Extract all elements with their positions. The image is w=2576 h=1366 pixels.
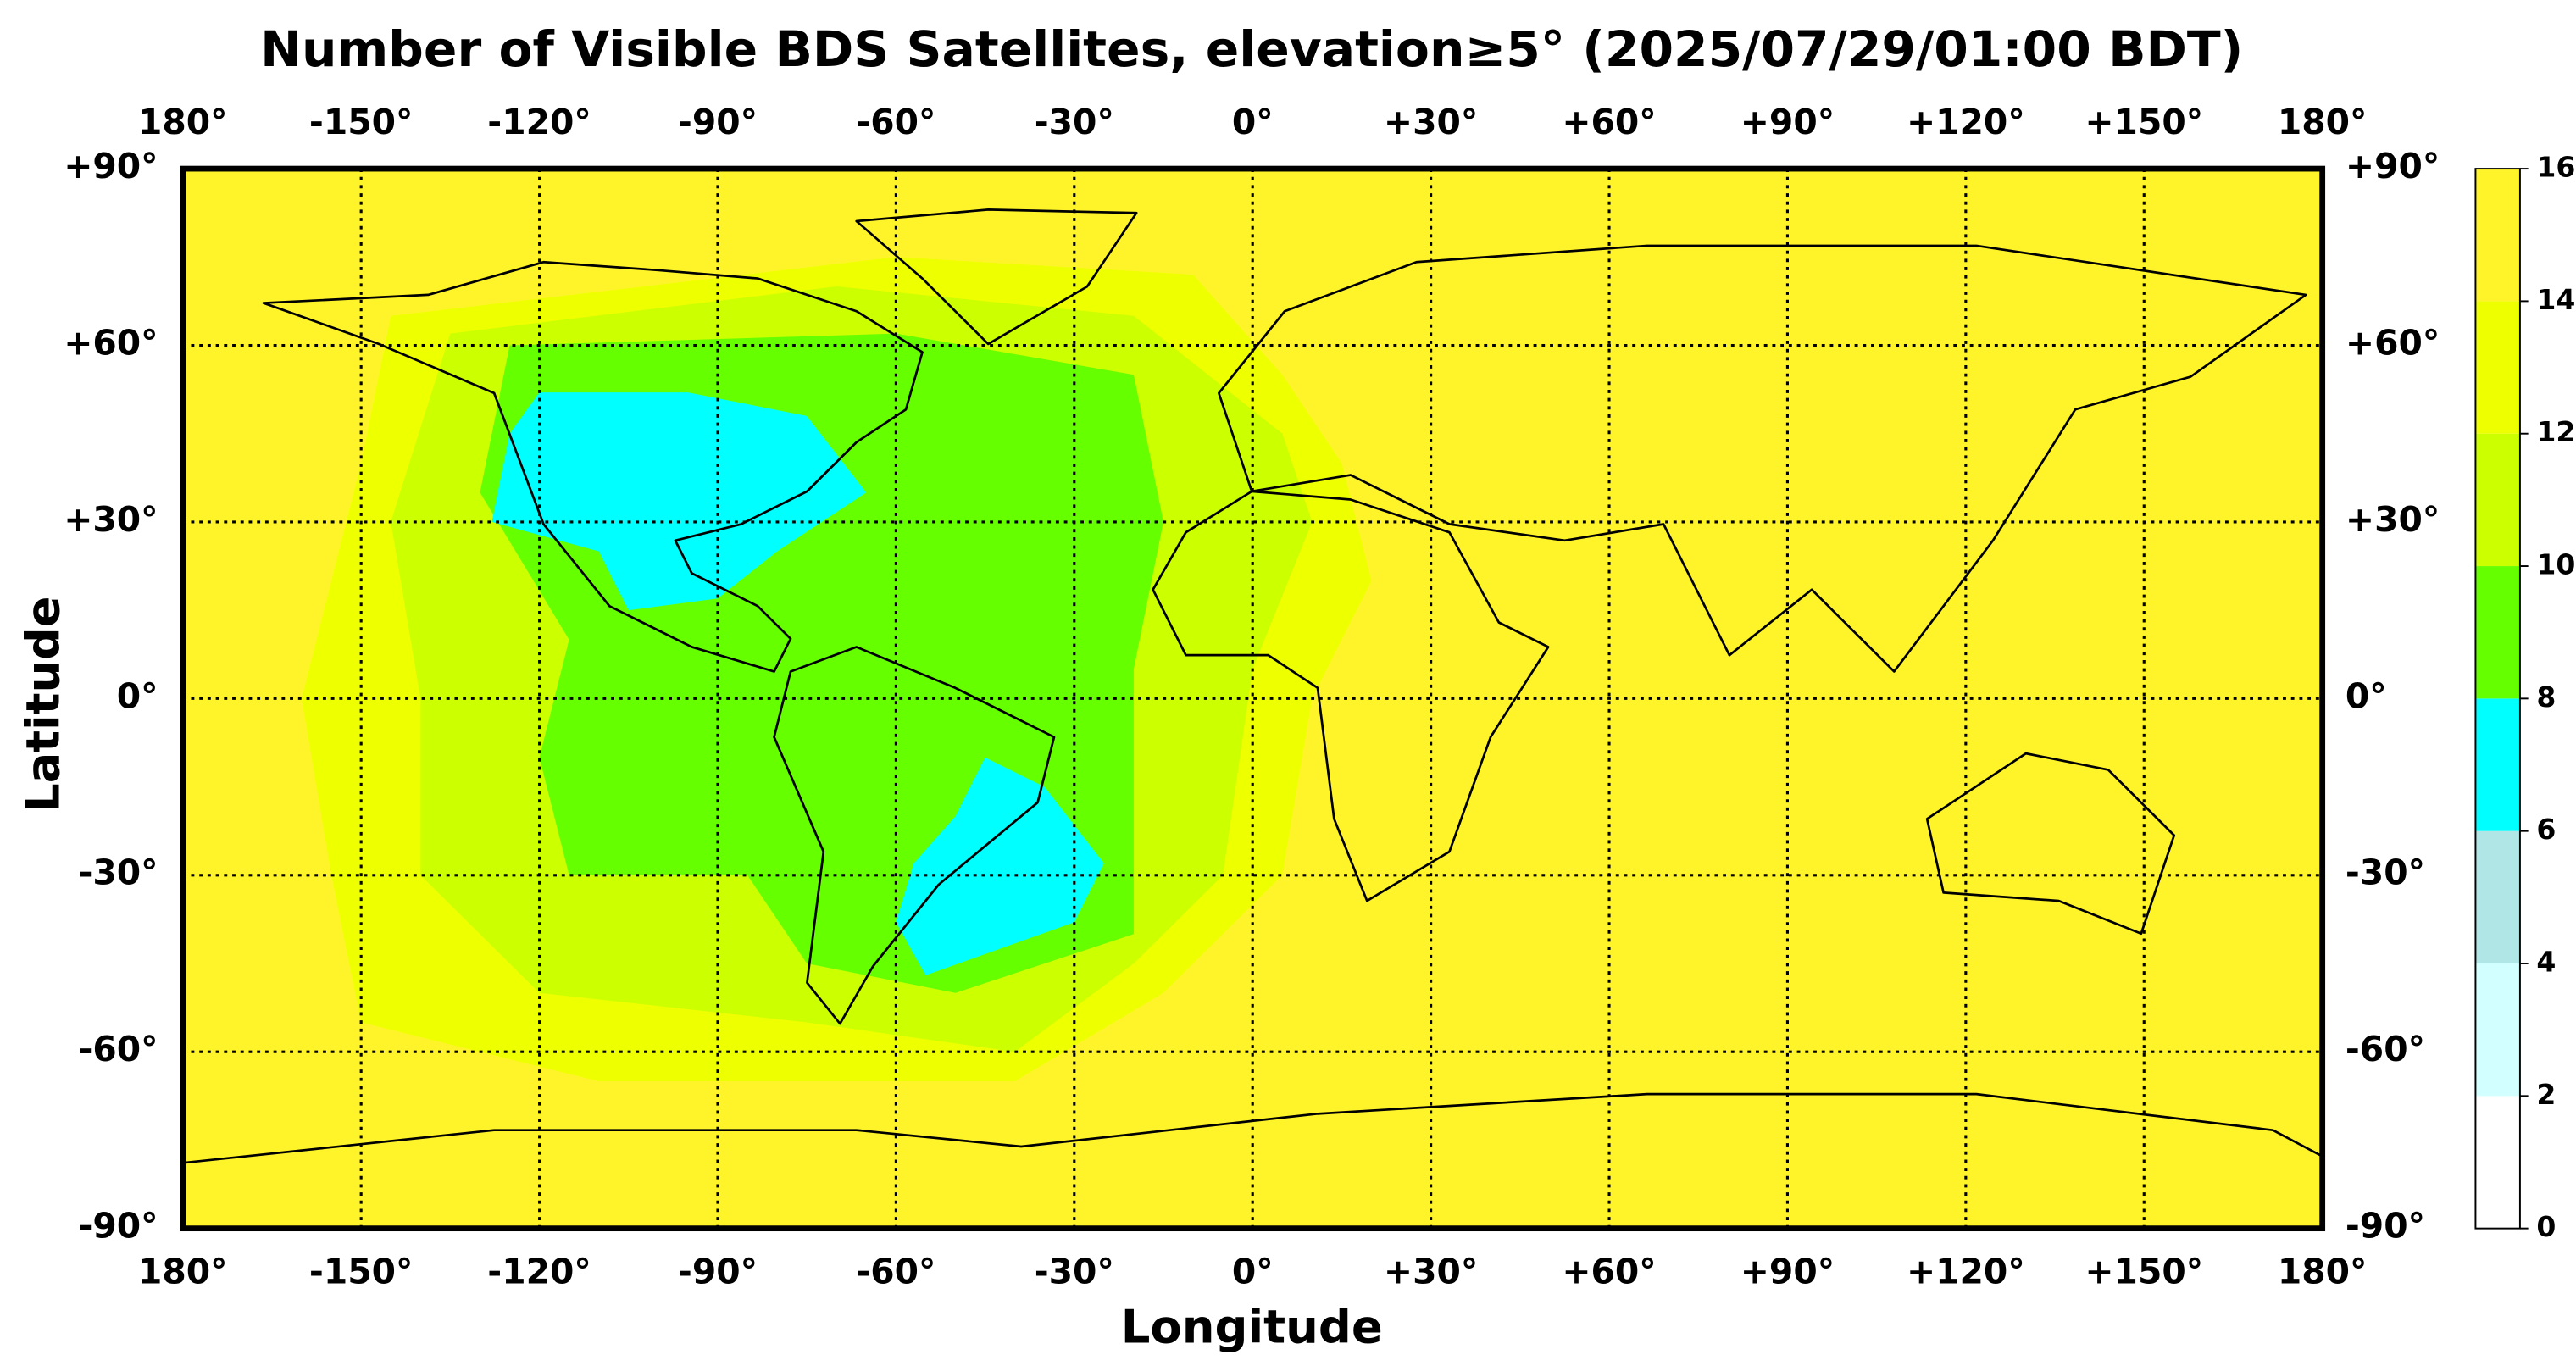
x-tick-label: 180° [2278,1252,2368,1292]
colorbar-tick-label: 12 [2536,415,2575,448]
x-tick-label: +90° [1740,1252,1835,1292]
x-tick-label: 180° [138,102,228,142]
y-tick-label: +30° [2346,499,2440,540]
coastline [1218,244,2307,673]
colorbar-tick-label: 8 [2536,680,2556,714]
x-tick-label: +90° [1740,102,1835,142]
x-tick-label: -150° [309,1252,414,1292]
colorbar-segment [2475,698,2520,831]
colorbar-tick-label: 10 [2536,548,2575,581]
y-tick-label: -30° [78,852,158,893]
x-tick-label: -90° [678,102,758,142]
y-tick-label: +90° [2346,146,2440,186]
y-tick-label: -60° [2346,1029,2425,1069]
colorbar-tick-label: 2 [2536,1078,2556,1111]
x-tick-label: +30° [1384,102,1478,142]
x-tick-label: +120° [1907,1252,2025,1292]
coastline [1152,490,1550,902]
y-tick-label: -60° [78,1029,158,1069]
x-tick-label: +60° [1562,102,1656,142]
colorbar-tick-label: 0 [2536,1210,2556,1243]
x-axis-label: Longitude [1121,1301,1383,1354]
x-tick-label: -30° [1035,1252,1114,1292]
value-region [491,392,867,611]
x-tick-label: -60° [856,102,935,142]
colorbar-segment [2475,433,2520,567]
colorbar-segment [2475,301,2520,434]
coastline [182,1092,2323,1164]
colorbar-tick-label: 16 [2536,151,2575,184]
colorbar: 0 2 4 6 8 10 12 14 16 [2474,151,2575,1243]
x-tick-label: -120° [487,102,591,142]
coastlines [182,208,2323,1164]
y-tick-label: +60° [2346,323,2440,364]
x-tick-label: -120° [487,1252,591,1292]
colorbar-segment [2475,963,2520,1097]
chart-title: Number of Visible BDS Satellites, elevat… [260,20,2243,78]
y-tick-label: +90° [64,146,158,186]
coastline [773,646,1056,1025]
y-tick-label: -30° [2346,852,2425,893]
y-tick-label: 0° [2346,675,2387,716]
x-tick-label: +60° [1562,1252,1656,1292]
value-region [896,757,1104,975]
colorbar-tick-label: 6 [2536,813,2556,846]
x-tick-label: +150° [2085,102,2203,142]
coastline [1925,752,2176,936]
x-tick-label: -30° [1035,102,1114,142]
y-tick-label: +60° [64,323,158,364]
y-tick-label: 0° [117,675,158,716]
x-tick-label: 180° [138,1252,228,1292]
x-tick-label: -90° [678,1252,758,1292]
y-axis-label: Latitude [16,597,69,813]
coastline [855,208,1138,346]
x-tick-label: -150° [309,102,414,142]
x-tick-label: -60° [856,1252,935,1292]
map-frame [180,165,2326,1232]
heatmap [182,169,2323,1229]
x-tick-label: 180° [2278,102,2368,142]
labels: 180° 180° -150° -150° -120° -120° -90° -90° -60°… [64,102,2440,1292]
x-tick-label: 0° [1232,102,1274,142]
colorbar-segment [2475,566,2520,699]
x-tick-label: +120° [1907,102,2025,142]
colorbar-segment [2475,830,2520,964]
colorbar-tick-label: 4 [2536,946,2556,979]
coastline [262,260,924,673]
colorbar-segment [2475,169,2520,302]
y-tick-label: +30° [64,499,158,540]
x-tick-label: +150° [2085,1252,2203,1292]
y-tick-label: -90° [2346,1206,2425,1247]
x-tick-label: +30° [1384,1252,1478,1292]
colorbar-tick-label: 14 [2536,283,2575,316]
x-tick-label: 0° [1232,1252,1274,1292]
y-tick-label: -90° [78,1206,158,1247]
colorbar-segment [2475,1096,2520,1229]
